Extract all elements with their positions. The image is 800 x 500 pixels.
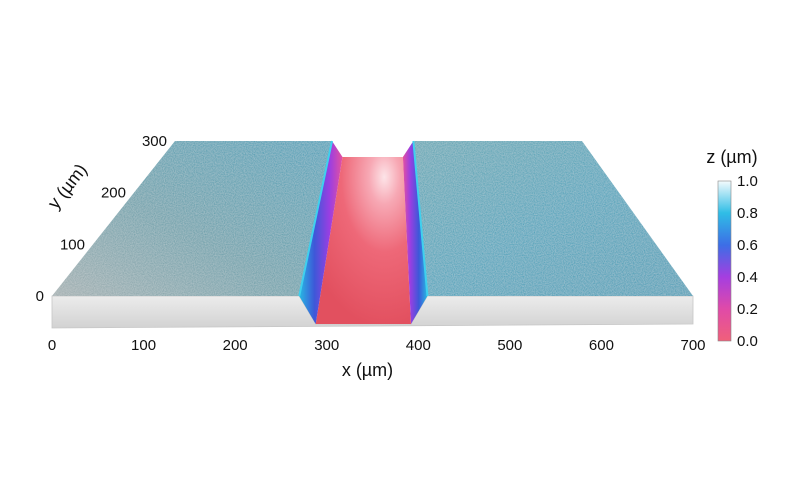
- trench-floor: [315, 157, 411, 324]
- left-rim: [298, 140, 333, 297]
- z-tick-label: 0.8: [737, 205, 758, 222]
- x-tick-label: 600: [589, 337, 614, 354]
- y-tick-label: 300: [142, 133, 167, 150]
- z-tick-label: 0.4: [737, 269, 758, 286]
- y-tick-label: 200: [101, 185, 126, 202]
- z-tick-label: 0.0: [737, 333, 758, 350]
- x-tick-label: 400: [406, 337, 431, 354]
- z-axis-title: z (µm): [706, 147, 757, 167]
- plot-body: [51, 140, 694, 329]
- colorbar-gradient: [717, 180, 732, 342]
- y-tick-label: 0: [36, 288, 44, 305]
- x-tick-label: 300: [314, 337, 339, 354]
- x-tick-label: 200: [223, 337, 248, 354]
- y-axis-title: y (µm): [44, 160, 91, 213]
- x-tick-label: 100: [131, 337, 156, 354]
- right-plateau-surface: [413, 141, 693, 296]
- z-tick-label: 0.6: [737, 237, 758, 254]
- y-tick-label: 100: [60, 236, 85, 253]
- right-rim: [412, 140, 429, 297]
- trench-wall-left: [299, 141, 343, 324]
- left-plateau-surface: [52, 141, 332, 296]
- x-axis-title: x (µm): [342, 360, 393, 380]
- trench-wall-right: [402, 141, 428, 324]
- x-tick-label: 0: [48, 337, 56, 354]
- x-tick-label: 700: [680, 337, 705, 354]
- x-tick-label: 500: [497, 337, 522, 354]
- z-tick-label: 0.2: [737, 301, 758, 318]
- colorbar: 0.0 0.2 0.4 0.6 0.8 1.0 z (µm): [706, 147, 758, 350]
- z-tick-label: 1.0: [737, 173, 758, 190]
